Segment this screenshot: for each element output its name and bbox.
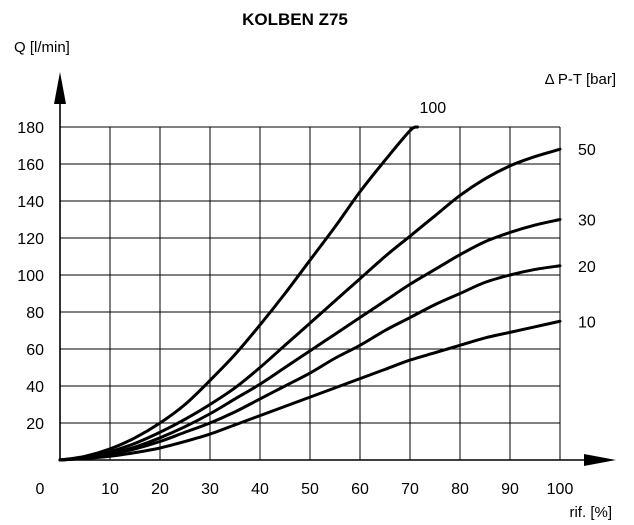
series-line-30 xyxy=(58,218,562,462)
series-label-100: 100 xyxy=(420,100,447,117)
x-tick-label: 50 xyxy=(301,481,319,498)
x-axis-label: rif. [%] xyxy=(569,504,612,521)
x-tick-label: 100 xyxy=(547,481,574,498)
series-line-50 xyxy=(58,147,562,462)
y-tick-labels: 20 40 60 80 100 120 140 160 180 xyxy=(17,120,44,433)
series-label-20: 20 xyxy=(578,259,596,276)
series-line-20 xyxy=(58,264,562,462)
chart-title: KOLBEN Z75 xyxy=(242,10,348,29)
series-label-10: 10 xyxy=(578,314,596,331)
x-tick-label: 30 xyxy=(201,481,219,498)
legend-title: Δ P-T [bar] xyxy=(545,71,616,88)
x-tick-label: 90 xyxy=(501,481,519,498)
series-labels: 100 50 30 20 10 xyxy=(420,100,596,331)
y-tick-label: 140 xyxy=(17,194,44,211)
series xyxy=(58,125,562,462)
origin-label: 0 xyxy=(36,481,45,498)
y-tick-label: 40 xyxy=(26,379,44,396)
y-tick-label: 20 xyxy=(26,416,44,433)
series-label-50: 50 xyxy=(578,142,596,159)
x-tick-label: 70 xyxy=(401,481,419,498)
y-tick-label: 100 xyxy=(17,268,44,285)
x-tick-label: 20 xyxy=(151,481,169,498)
y-axis-arrow xyxy=(54,72,66,104)
x-tick-label: 80 xyxy=(451,481,469,498)
y-axis-label: Q [l/min] xyxy=(14,39,70,56)
grid xyxy=(60,126,561,460)
x-tick-label: 40 xyxy=(251,481,269,498)
y-tick-label: 60 xyxy=(26,342,44,359)
y-tick-label: 160 xyxy=(17,157,44,174)
x-tick-labels: 10 20 30 40 50 60 70 80 90 100 xyxy=(101,481,573,498)
y-tick-label: 80 xyxy=(26,305,44,322)
axes xyxy=(54,72,616,466)
x-tick-label: 10 xyxy=(101,481,119,498)
series-label-30: 30 xyxy=(578,213,596,230)
y-tick-label: 180 xyxy=(17,120,44,137)
x-axis-arrow xyxy=(584,454,616,466)
series-line-10 xyxy=(58,319,562,462)
series-line-100 xyxy=(58,125,419,462)
x-tick-label: 60 xyxy=(351,481,369,498)
y-tick-label: 120 xyxy=(17,231,44,248)
